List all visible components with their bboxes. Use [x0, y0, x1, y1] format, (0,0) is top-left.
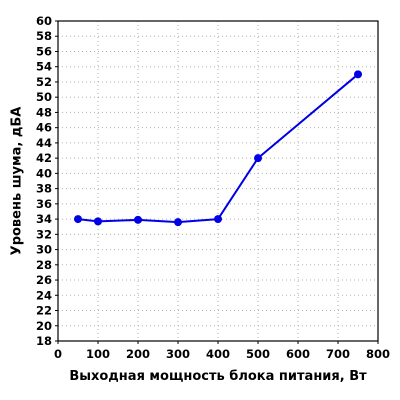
x-tick-label: 300	[166, 347, 190, 361]
data-point	[354, 70, 362, 79]
y-tick-label: 44	[36, 136, 52, 150]
x-tick-label: 800	[366, 347, 390, 361]
y-tick-label: 30	[36, 243, 52, 257]
x-tick-label: 400	[206, 347, 230, 361]
y-tick-label: 58	[36, 29, 52, 43]
y-tick-label: 20	[36, 319, 52, 333]
y-tick-label: 46	[36, 121, 52, 135]
grid-layer	[58, 21, 378, 341]
x-tick-label: 100	[86, 347, 110, 361]
data-point	[174, 218, 182, 227]
y-tick-label: 52	[36, 75, 52, 89]
y-tick-label: 26	[36, 273, 52, 287]
x-axis-title: Выходная мощность блока питания, Вт	[69, 369, 367, 384]
x-axis-ticks: 0 100 200 300 400 500 600 700 800	[54, 341, 390, 361]
y-tick-label: 60	[36, 14, 52, 28]
y-tick-label: 18	[36, 334, 52, 348]
y-tick-label: 22	[36, 304, 52, 318]
x-tick-label: 600	[286, 347, 310, 361]
y-tick-label: 32	[36, 227, 52, 241]
x-tick-label: 0	[54, 347, 62, 361]
x-tick-label: 200	[126, 347, 150, 361]
y-axis-title: Уровень шума, дБА	[10, 107, 25, 256]
y-tick-label: 42	[36, 151, 52, 165]
data-point	[254, 154, 262, 163]
y-tick-label: 48	[36, 105, 52, 119]
y-tick-label: 54	[36, 60, 52, 74]
y-tick-label: 38	[36, 182, 52, 196]
series-layer	[74, 70, 362, 227]
data-point	[214, 215, 222, 224]
y-tick-label: 40	[36, 166, 52, 180]
data-point	[94, 217, 102, 226]
y-tick-label: 34	[36, 212, 52, 226]
x-tick-label: 700	[326, 347, 350, 361]
y-tick-label: 36	[36, 197, 52, 211]
y-tick-label: 24	[36, 288, 52, 302]
y-tick-label: 50	[36, 90, 52, 104]
x-tick-label: 500	[246, 347, 270, 361]
data-point	[74, 215, 82, 224]
data-point	[134, 215, 142, 224]
y-tick-label: 28	[36, 258, 52, 272]
y-tick-label: 56	[36, 44, 52, 58]
